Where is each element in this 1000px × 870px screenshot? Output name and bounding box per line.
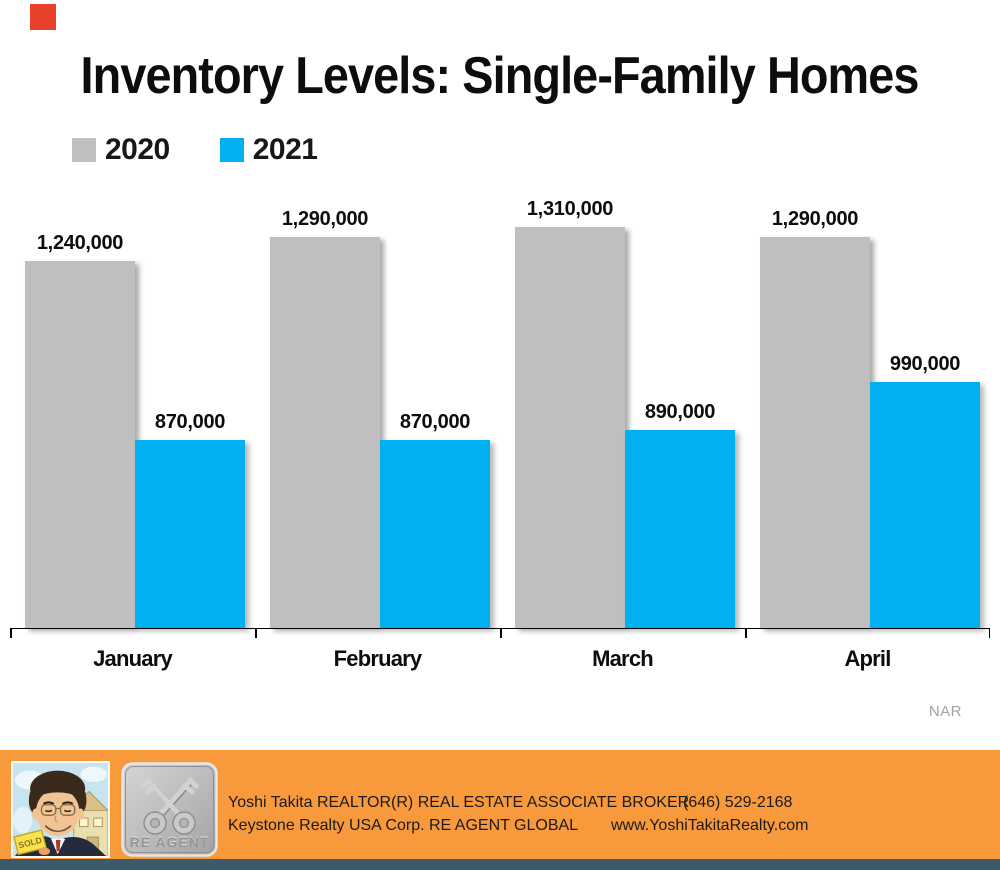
accent-square: [30, 4, 56, 30]
page-title: Inventory Levels: Single-Family Homes: [81, 47, 920, 105]
category-label-february: February: [333, 646, 423, 671]
legend-swatch-2020: [72, 138, 96, 162]
agent-company-line: Keystone Realty USA Corp. RE AGENT GLOBA…: [228, 817, 579, 834]
value-label-2020-february: 1,290,000: [281, 208, 369, 230]
agent-phone: (646) 529-2168: [683, 794, 793, 811]
bar-2020-february: [270, 237, 380, 628]
value-label-2020-march: 1,310,000: [526, 198, 614, 220]
agent-name-line: Yoshi Takita REALTOR(R) REAL ESTATE ASSO…: [228, 794, 690, 811]
x-axis-tick: [500, 629, 502, 638]
value-label-2021-january: 870,000: [154, 411, 226, 433]
svg-text:RE AGENT: RE AGENT: [130, 833, 210, 849]
bar-2021-march: [625, 430, 735, 628]
agent-website: www.YoshiTakitaRealty.com: [611, 817, 809, 834]
source-label: NAR: [928, 703, 962, 720]
category-label-march: March: [592, 646, 654, 671]
bar-2021-february: [380, 440, 490, 628]
value-label-2020-april: 1,290,000: [771, 208, 859, 230]
x-axis-tick: [10, 629, 12, 638]
x-axis-tick: [988, 629, 990, 638]
legend-swatch-2021: [219, 138, 244, 162]
value-label-2021-april: 990,000: [889, 353, 961, 375]
footer-banner: SOLD: [0, 750, 1000, 870]
svg-text:RE AGENT: RE AGENT: [130, 834, 210, 850]
title-wrap: Inventory Levels: Single-Family Homes: [0, 46, 1000, 106]
value-label-2021-march: 890,000: [644, 401, 716, 423]
bar-2021-january: [135, 440, 245, 628]
legend-item-2020: 2020: [72, 133, 170, 167]
footer-bottom-strip: [0, 859, 1000, 870]
value-label-2020-january: 1,240,000: [36, 232, 124, 254]
x-axis-line: [10, 628, 990, 629]
x-axis-tick: [255, 629, 257, 638]
bar-2020-march: [515, 227, 625, 628]
bar-2020-january: [25, 261, 135, 628]
bar-2021-april: [870, 382, 980, 628]
legend-item-2021: 2021: [219, 133, 318, 167]
legend-label-2021: 2021: [252, 133, 318, 166]
bar-2020-april: [760, 237, 870, 628]
legend-label-2020: 2020: [105, 133, 170, 166]
chart-legend: 2020 2021: [72, 133, 354, 167]
value-label-2021-february: 870,000: [399, 411, 471, 433]
category-label-january: January: [93, 646, 173, 671]
re-agent-badge: RE AGENT RE AGENT: [121, 762, 218, 857]
category-label-april: April: [844, 646, 891, 671]
agent-caricature-image: SOLD: [11, 761, 110, 858]
x-axis-tick: [745, 629, 747, 638]
